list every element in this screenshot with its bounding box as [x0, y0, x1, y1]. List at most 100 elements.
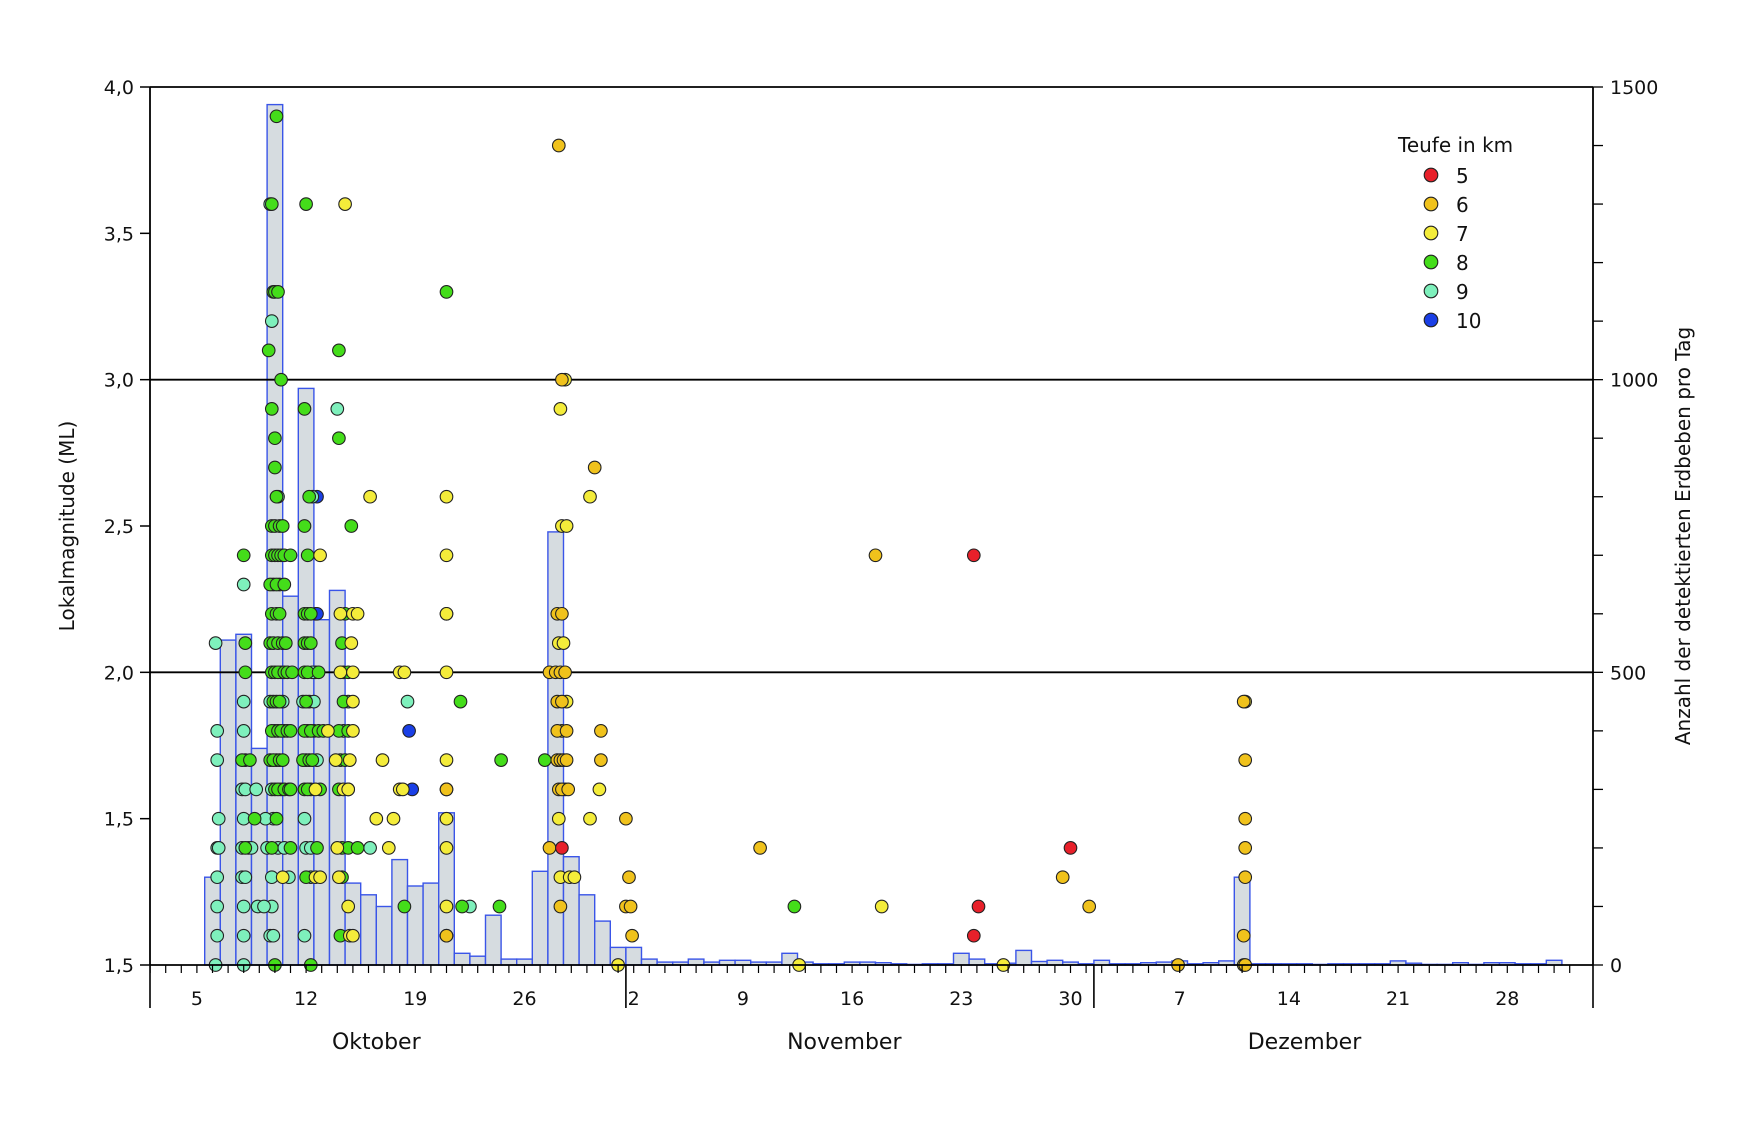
legend-label: 7: [1456, 222, 1469, 246]
scatter-point: [341, 782, 356, 797]
scatter-layer: [208, 109, 1253, 972]
x-axis-day-label: 16: [840, 988, 864, 1010]
gridlines-layer: [150, 378, 1593, 674]
legend-label: 9: [1456, 280, 1469, 304]
scatter-point: [453, 694, 468, 709]
scatter-point: [257, 899, 271, 914]
scatter-point: [269, 489, 284, 504]
scatter-point: [305, 753, 320, 767]
scatter-point: [313, 870, 327, 885]
scatter-point: [332, 343, 346, 358]
histogram-bar: [531, 870, 549, 966]
scatter-point: [274, 372, 288, 387]
scatter-point: [971, 899, 986, 914]
scatter-point: [1238, 841, 1253, 855]
scatter-point: [439, 285, 454, 299]
x-axis-day-label: 5: [191, 988, 203, 1010]
legend-marker: [1423, 283, 1439, 299]
scatter-point: [455, 899, 469, 914]
scatter-point: [342, 753, 357, 767]
legend-marker: [1423, 312, 1439, 328]
scatter-point: [344, 636, 359, 650]
scatter-point: [247, 811, 262, 826]
scatter-point: [386, 811, 401, 826]
scatter-point: [555, 841, 569, 855]
scatter-point: [363, 489, 377, 504]
scatter-point: [238, 870, 253, 885]
scatter-point: [297, 811, 312, 826]
legend-label: 8: [1456, 251, 1469, 275]
scatter-point: [346, 665, 360, 680]
scatter-point: [1238, 753, 1253, 767]
right-axis-title: Anzahl der detektierten Erdbeben pro Tag: [1671, 327, 1695, 745]
histogram-bar: [282, 595, 300, 966]
scatter-point: [333, 665, 348, 680]
histogram-bar: [1233, 876, 1251, 966]
scatter-point: [558, 665, 572, 680]
scatter-point: [439, 606, 454, 621]
scatter-point: [587, 460, 602, 475]
left-axis-tick-label: 2,0: [104, 662, 134, 684]
scatter-point: [271, 285, 285, 299]
scatter-point: [321, 724, 335, 738]
scatter-point: [344, 519, 359, 533]
scatter-point: [236, 928, 251, 943]
scatter-point: [238, 665, 253, 680]
scatter-point: [310, 841, 324, 855]
right-axis-tick-label: 0: [1610, 955, 1622, 977]
legend-marker: [1423, 254, 1439, 270]
scatter-point: [269, 109, 284, 124]
histogram-bar: [235, 633, 253, 966]
scatter-point: [311, 665, 326, 680]
scatter-point: [238, 636, 253, 650]
scatter-point: [210, 928, 225, 943]
scatter-point: [236, 724, 251, 738]
scatter-point: [266, 928, 281, 943]
scatter-point: [492, 899, 507, 914]
scatter-point: [397, 665, 412, 680]
x-axis-day-label: 21: [1386, 988, 1410, 1010]
scatter-point: [555, 606, 569, 621]
scatter-point: [542, 841, 557, 855]
scatter-point: [1238, 870, 1253, 885]
scatter-point: [313, 548, 327, 563]
scatter-point: [397, 899, 412, 914]
scatter-point: [381, 841, 396, 855]
scatter-point: [619, 811, 633, 826]
histogram-bar: [266, 103, 284, 966]
scatter-point: [622, 870, 636, 885]
scatter-point: [439, 753, 454, 767]
x-axis-day-label: 9: [737, 988, 749, 1010]
histogram-bar: [484, 914, 502, 966]
scatter-point: [243, 753, 257, 767]
scatter-point: [625, 928, 639, 943]
histogram-bar: [625, 946, 643, 966]
right-axis-tick-label: 1000: [1610, 370, 1658, 392]
scatter-point: [395, 782, 410, 797]
left-axis-tick-label: 3,5: [104, 223, 134, 245]
scatter-point: [1236, 694, 1251, 709]
scatter-point: [285, 665, 299, 680]
scatter-point: [283, 782, 298, 797]
right-axis-tick-label: 500: [1610, 662, 1646, 684]
scatter-point: [210, 724, 225, 738]
histogram-bar: [360, 894, 378, 966]
scatter-point: [268, 460, 282, 475]
scatter-point: [236, 694, 251, 709]
scatter-point: [559, 724, 574, 738]
scatter-point: [283, 841, 298, 855]
histogram-bar: [578, 894, 596, 966]
scatter-point: [328, 753, 343, 767]
scatter-point: [208, 636, 223, 650]
left-axis-tick-label: 4,0: [104, 77, 134, 99]
scatter-point: [1236, 928, 1251, 943]
scatter-point: [302, 489, 317, 504]
histogram-bar: [203, 876, 221, 966]
scatter-point: [375, 753, 390, 767]
scatter-point: [439, 665, 454, 680]
scatter-point: [559, 753, 574, 767]
histogram-bar: [594, 920, 612, 966]
scatter-point: [297, 402, 312, 416]
x-axis-month-label: November: [787, 1030, 902, 1055]
